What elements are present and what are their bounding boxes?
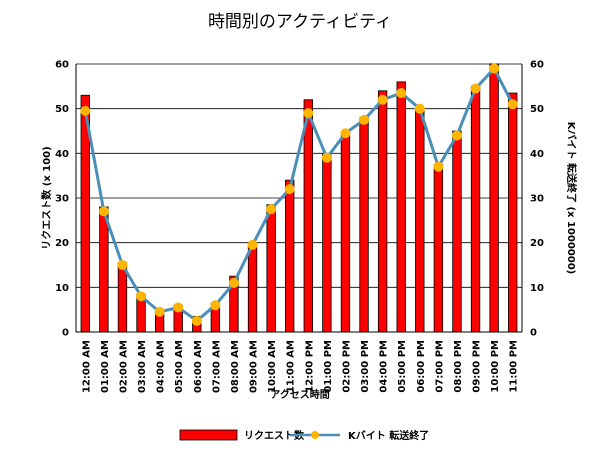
marker-kbytes [117,260,128,270]
marker-kbytes [173,302,184,313]
x-tick-label: 06:00 PM [416,340,427,393]
legend-label-kbytes: Kバイト 転送終了 [348,429,429,442]
y-right-tick-label: 20 [530,238,544,249]
bar-requests [247,242,258,333]
marker-kbytes [377,94,388,105]
x-axis-label: アクセス時間 [270,388,330,401]
marker-kbytes [303,108,314,119]
marker-kbytes [507,99,518,110]
x-tick-label: 04:00 PM [379,340,390,393]
bar-requests [99,206,109,333]
legend: リクエスト数 Kバイト 転送終了 [179,429,429,442]
y-axis-right-label: Kバイト 転送終了 (x 1000000) [565,122,578,275]
axes [75,64,523,333]
x-tick-label: 06:00 AM [193,340,204,393]
bar-requests [340,135,351,333]
marker-kbytes [470,83,481,94]
y-right-tick-label: 40 [530,149,544,160]
x-tick-label: 02:00 PM [341,340,352,393]
bar-requests [396,81,406,333]
marker-kbytes [284,184,295,195]
y-left-tick-label: 40 [55,149,69,160]
x-tick-label: 08:00 PM [453,340,464,393]
marker-kbytes [266,204,277,215]
line-kbytes [83,66,515,323]
y-left-tick-label: 20 [55,238,69,249]
x-tick-label: 03:00 AM [137,340,148,393]
bar-series [80,63,518,333]
marker-kbytes [80,105,91,116]
x-tick-label: 01:00 AM [100,340,111,393]
x-tick-label: 03:00 PM [360,340,371,393]
x-tick-label: 12:00 PM [304,340,315,393]
x-tick-label: 11:00 PM [509,340,520,393]
marker-kbytes [451,130,462,141]
y-right-tick-label: 60 [530,60,544,71]
x-tick-label: 01:00 PM [323,340,334,393]
marker-kbytes [340,128,351,139]
x-tick-label: 10:00 AM [267,340,278,393]
bar-requests [303,99,313,333]
legend-swatch-marker [311,431,319,439]
x-tick-label: 04:00 AM [156,340,167,393]
marker-kbytes [191,315,202,326]
x-tick-label: 11:00 AM [286,340,297,393]
legend-label-requests: リクエスト数 [244,429,305,442]
bar-requests [452,130,462,333]
marker-kbytes [228,277,239,288]
y-right-tick-label: 30 [530,194,544,205]
marker-kbytes [247,239,258,250]
y-axis-left-label: リクエスト数 (x 100) [40,146,53,249]
x-tick-label: 05:00 AM [174,340,185,393]
bar-requests [470,85,481,333]
bar-requests [285,179,295,333]
y-left-tick-label: 30 [55,194,69,205]
marker-kbytes [98,206,109,217]
x-tick-label: 09:00 AM [249,340,260,393]
marker-kbytes [396,88,407,99]
y-right-tick-label: 0 [530,328,537,339]
x-tick-label: 09:00 PM [472,340,483,393]
bar-requests [433,164,444,333]
bar-requests [359,117,369,333]
x-tick-label: 02:00 AM [118,340,129,393]
marker-kbytes [136,291,147,302]
bar-requests [489,63,499,333]
bar-requests [415,108,425,333]
marker-kbytes [154,306,165,317]
y-left-tick-label: 0 [62,328,69,339]
chart-title: 時間別のアクティビティ [208,12,392,32]
x-tick-label: 07:00 PM [434,340,445,393]
x-tick-label: 07:00 AM [211,340,222,393]
y-left-tick-label: 50 [55,104,69,115]
marker-kbytes [414,103,425,114]
x-tick-label: 08:00 AM [230,340,241,393]
x-tick-label: 12:00 AM [81,340,92,393]
bar-requests [322,152,332,333]
y-left-tick-label: 60 [55,60,69,71]
x-tick-label: 10:00 PM [490,340,501,393]
marker-kbytes [489,63,500,74]
bar-requests [266,204,276,333]
bar-requests [117,262,128,333]
tick-labels: 0 0 10 10 20 20 30 30 40 40 50 50 60 60 12:00 AM 01:00 … [55,60,544,394]
x-tick-label: 05:00 PM [397,340,408,393]
y-left-tick-label: 10 [55,283,69,294]
marker-kbytes [321,152,332,163]
y-right-tick-label: 50 [530,104,544,115]
marker-kbytes [433,161,444,172]
bar-requests [508,92,518,333]
marker-kbytes [210,300,221,311]
y-right-tick-label: 10 [530,283,544,294]
legend-swatch-bar [179,429,238,441]
marker-kbytes [359,114,370,125]
bar-requests [377,90,388,333]
line-series [80,63,518,326]
